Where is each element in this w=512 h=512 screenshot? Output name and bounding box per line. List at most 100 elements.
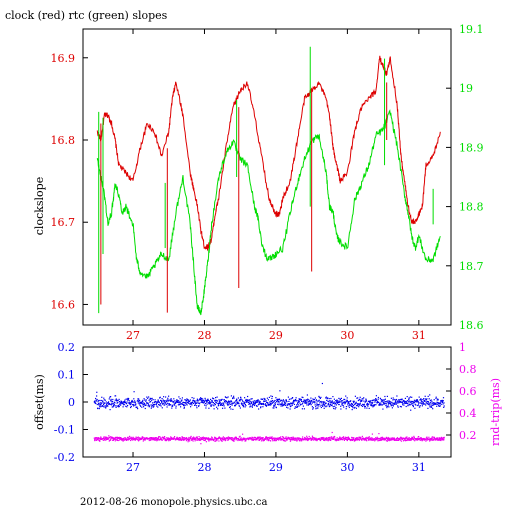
- point-offset-1037: [353, 402, 355, 404]
- point-rnd-trip-255: [157, 438, 159, 440]
- point-rnd-trip-396: [192, 437, 194, 439]
- point-offset-825: [300, 404, 302, 406]
- point-offset-847: [305, 402, 307, 404]
- point-rnd-trip-1110: [371, 437, 373, 439]
- point-offset-532: [226, 403, 228, 405]
- point-offset-1394: [442, 403, 444, 405]
- point-offset-543: [229, 400, 231, 402]
- point-offset-1238: [403, 404, 405, 406]
- point-offset-1002: [344, 403, 346, 405]
- point-offset-631: [251, 398, 253, 400]
- point-offset-1090: [366, 407, 368, 409]
- point-rnd-trip-223: [149, 438, 151, 440]
- point-offset-29: [101, 402, 103, 404]
- point-rnd-trip-533: [227, 437, 229, 439]
- point-offset-1304: [419, 402, 421, 404]
- point-rnd-trip-1086: [365, 438, 367, 440]
- point-offset-207: [145, 404, 147, 406]
- point-rnd-trip-1046: [355, 439, 357, 441]
- point-offset-1066: [360, 399, 362, 401]
- point-offset-749: [281, 404, 283, 406]
- point-offset-499: [218, 399, 220, 401]
- point-rnd-trip-320: [173, 437, 175, 439]
- point-rnd-trip-393: [192, 437, 194, 440]
- point-rnd-trip-710: [271, 438, 273, 440]
- point-offset-1335: [427, 395, 429, 397]
- point-rnd-trip-26: [100, 436, 102, 438]
- point-offset-1213: [397, 405, 399, 407]
- point-offset-1347: [430, 399, 432, 401]
- point-rnd-trip-254: [157, 439, 159, 441]
- point-rnd-trip-641: [254, 436, 256, 438]
- point-offset-6: [95, 402, 97, 405]
- point-rnd-trip-24: [99, 438, 101, 440]
- point-offset-349: [181, 400, 183, 402]
- point-offset-982: [339, 400, 341, 402]
- point-rnd-trip-1398: [443, 438, 445, 440]
- point-offset-1221: [399, 400, 401, 403]
- point-offset-1015: [347, 405, 349, 407]
- point-offset-656: [257, 404, 259, 406]
- point-offset-1308: [420, 400, 422, 402]
- point-offset-756: [282, 399, 284, 401]
- point-rnd-trip-1002: [344, 438, 346, 440]
- point-rnd-trip-304: [169, 439, 171, 441]
- point-rnd-trip-1277: [413, 439, 415, 441]
- point-offset-617: [248, 399, 250, 401]
- point-rnd-trip-1166: [385, 437, 387, 439]
- point-rnd-trip-1180: [388, 437, 390, 439]
- point-offset-101: [119, 401, 121, 403]
- point-offset-1212: [396, 402, 398, 404]
- point-rnd-trip-878: [313, 439, 315, 441]
- point-offset-7: [95, 399, 97, 401]
- point-offset-1348: [430, 405, 432, 407]
- point-rnd-trip-45: [105, 436, 107, 438]
- point-offset-848: [305, 401, 307, 403]
- point-rnd-trip-712: [271, 439, 273, 441]
- point-offset-1153: [382, 400, 384, 402]
- point-rnd-trip-278: [163, 437, 165, 439]
- point-offset-958: [333, 402, 335, 404]
- point-offset-512: [221, 404, 223, 406]
- point-offset-611: [246, 400, 248, 402]
- point-offset-88: [115, 398, 117, 400]
- point-rnd-trip-1209: [396, 438, 398, 440]
- point-rnd-trip-46: [105, 439, 107, 441]
- point-rnd-trip-672: [261, 438, 263, 440]
- point-offset-953: [332, 402, 334, 404]
- point-offset-11: [96, 398, 98, 401]
- point-offset-935: [327, 404, 329, 406]
- point-offset-523: [224, 402, 226, 404]
- point-offset-132: [126, 398, 128, 400]
- point-offset-927: [325, 402, 327, 404]
- point-offset-23: [99, 404, 101, 406]
- point-offset-1266: [410, 403, 412, 405]
- point-rnd-trip-615: [247, 437, 249, 440]
- point-rnd-trip-386: [190, 437, 192, 439]
- point-offset-909: [321, 402, 323, 404]
- point-offset-1169: [386, 405, 388, 407]
- point-offset-103: [119, 403, 121, 405]
- clock-rtc-slope-chart: 27 28 29 30 3116.616.716.816.918.618.718.818…: [33, 23, 484, 342]
- point-rnd-trip-1097: [368, 437, 370, 439]
- point-rnd-trip-662: [259, 438, 261, 440]
- point-offset-1184: [389, 402, 391, 405]
- point-rnd-trip-397: [193, 436, 195, 438]
- point-offset-130: [126, 406, 128, 408]
- point-offset-882: [314, 402, 316, 404]
- point-offset-368: [185, 403, 187, 405]
- point-offset-56: [107, 402, 109, 404]
- point-offset-174: [137, 399, 139, 401]
- point-offset-32: [101, 405, 103, 407]
- point-offset-624: [249, 405, 251, 407]
- point-rnd-trip-1253: [407, 438, 409, 440]
- point-rnd-trip-971: [336, 437, 338, 439]
- point-rnd-trip-782: [289, 438, 291, 441]
- point-rnd-trip-922: [324, 439, 326, 441]
- point-rnd-trip-690: [266, 439, 268, 441]
- point-offset-1133: [377, 400, 379, 403]
- point-rnd-trip-368: [185, 440, 187, 442]
- point-offset-1274: [412, 401, 414, 403]
- point-rnd-trip-459: [208, 438, 210, 440]
- point-offset-800: [293, 403, 295, 405]
